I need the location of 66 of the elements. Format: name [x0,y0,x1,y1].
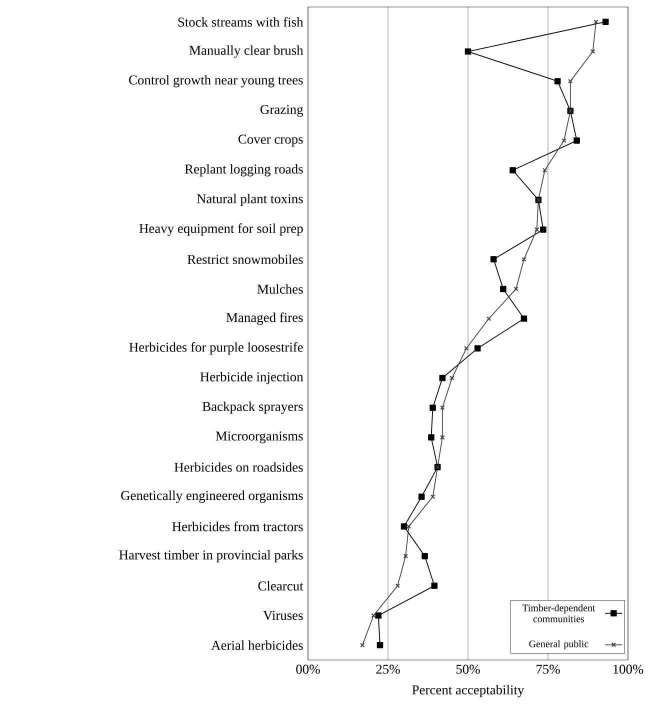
y-tick-label: Managed fires [226,312,303,325]
point [418,494,425,500]
y-tick-label: Mulches [257,284,303,294]
point [430,494,436,500]
point [554,78,561,84]
point [534,227,540,232]
point [431,582,438,589]
point [500,286,506,292]
point [464,346,469,351]
x-tick-label: 00% [296,664,320,674]
point [440,435,445,440]
point [395,583,400,588]
y-tick-label: Herbicides on roadsides [174,462,303,472]
point [439,374,446,382]
point [510,167,516,174]
y-tick-label: Herbicides from tractors [172,522,303,532]
x-tick-label: 75% [536,664,560,674]
point [464,48,472,55]
point [376,642,384,648]
y-tick-label: Microorganisms [216,431,303,444]
point [602,18,609,25]
point [371,613,376,618]
point [486,316,492,322]
y-tick-label: Viruses [263,610,303,620]
point [522,256,526,262]
point [514,286,518,292]
y-tick-label: Heavy equipment for soil prep [139,223,303,236]
y-tick-label: Control growth near young trees [129,75,303,88]
x-tick-label: 25% [376,664,400,674]
point [406,524,412,529]
x-tick-label: 100% [613,664,644,674]
point [574,137,580,144]
point [542,168,548,173]
x-axis-title: Percent acceptability [412,684,524,698]
point [490,256,497,262]
y-tick-label: Manually clear brush [189,45,304,58]
y-tick-label: Natural plant toxins [196,194,303,206]
y-tick-label: Herbicide injection [200,372,304,384]
point [430,404,436,411]
y-tick-label: Stock streams with fish [178,17,304,27]
y-tick-label: Cover crops [238,134,303,146]
y-tick-label: Grazing [260,104,304,117]
y-tick-label: Replant logging roads [184,164,303,176]
point [422,552,428,560]
point [540,226,546,233]
point [440,405,445,410]
y-tick-label: Backpack sprayers [202,402,303,414]
point [450,376,454,380]
point [375,612,382,619]
point [562,138,566,143]
y-tick-label: Aerial herbicides [211,640,303,650]
y-tick-label: Clearcut [258,581,304,591]
point [403,554,408,558]
x-tick-label: 50% [456,664,480,674]
point [520,316,528,322]
y-tick-label: Herbicides for purple loosestrife [129,342,303,354]
legend-label: Timber-dependent communities [522,604,596,622]
y-tick-label: Restrict snowmobiles [188,254,303,264]
y-tick-label: Genetically engineered organisms [121,490,303,503]
point [400,523,408,530]
legend-label: General public [529,640,588,650]
point [428,434,434,441]
point [474,345,481,352]
point [590,49,596,54]
point [568,78,573,84]
y-tick-label: Harvest timber in provincial parks [119,550,303,562]
